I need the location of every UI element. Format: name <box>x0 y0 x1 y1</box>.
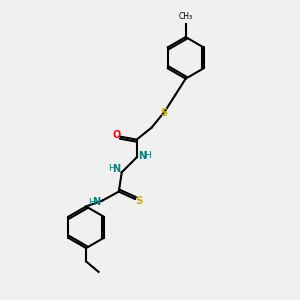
Text: H: H <box>88 197 94 206</box>
Text: N: N <box>138 151 146 161</box>
Text: N: N <box>112 164 121 174</box>
Text: CH₃: CH₃ <box>178 12 193 21</box>
Text: S: S <box>135 196 142 206</box>
Text: S: S <box>160 108 167 118</box>
Text: N: N <box>92 197 100 207</box>
Text: H: H <box>108 164 115 173</box>
Text: O: O <box>112 130 121 140</box>
Text: H: H <box>144 152 150 160</box>
